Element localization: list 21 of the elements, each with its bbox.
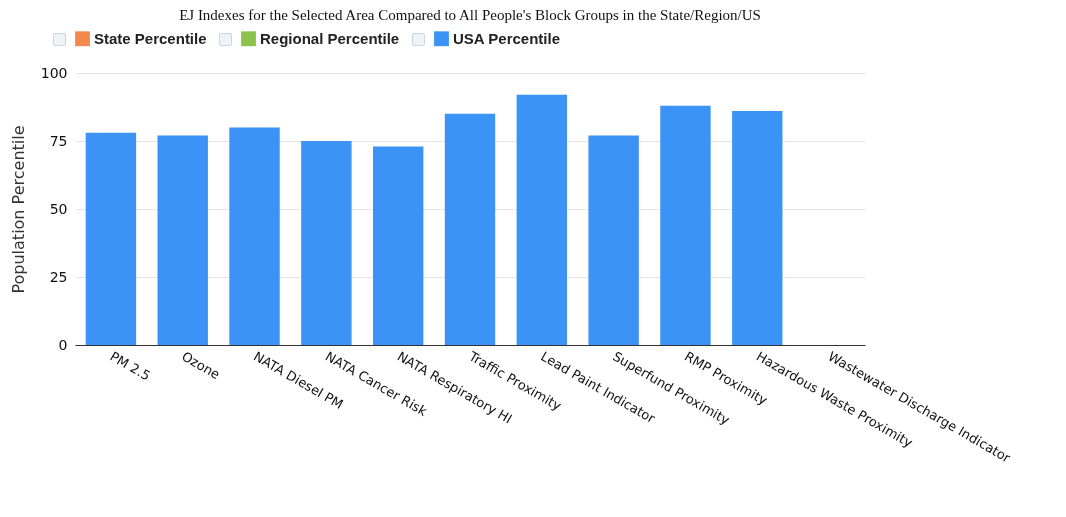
y-tick-label: 50 <box>49 200 68 217</box>
chart-title: EJ Indexes for the Selected Area Compared to All People's Block Groups in the State/Region/US <box>179 7 761 23</box>
legend-label: State Percentile <box>94 29 207 47</box>
bar <box>157 135 208 345</box>
bar <box>444 113 496 345</box>
bar <box>660 105 711 345</box>
y-tick-label: 100 <box>40 64 68 81</box>
y-tick-label: 25 <box>49 268 68 285</box>
bar <box>372 146 424 345</box>
x-tick-label: PM 2.5 <box>107 348 153 384</box>
bar <box>588 135 639 345</box>
bar <box>516 94 568 345</box>
bar <box>85 132 137 345</box>
legend-label: USA Percentile <box>453 29 560 47</box>
y-tick-label: 0 <box>58 336 68 353</box>
bar <box>732 111 783 345</box>
y-axis-title: Population Percentile <box>8 125 28 294</box>
y-tick-label: 75 <box>49 132 68 149</box>
bar <box>229 127 280 345</box>
bar <box>301 141 352 345</box>
legend-label: Regional Percentile <box>260 29 400 47</box>
